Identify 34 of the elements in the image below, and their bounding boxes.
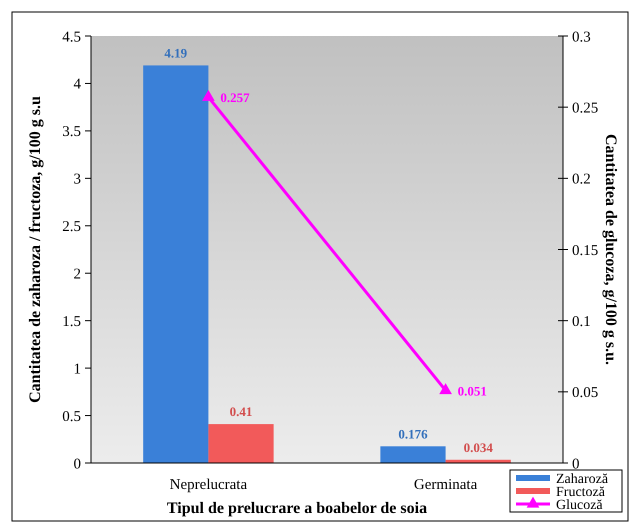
y2-axis-title: Cantitatea de glucoza, g/100 g s.u.	[602, 134, 619, 366]
x-tick-label: Germinata	[414, 477, 478, 493]
y2-tick-label: 0.25	[572, 100, 598, 116]
y-tick-label: 0.5	[62, 408, 81, 425]
data-label: 0.176	[398, 426, 428, 442]
x-tick-label: Neprelucrata	[170, 477, 248, 493]
y-tick-label: 4.5	[62, 29, 81, 46]
y-axis-title: Cantitatea de zaharoza / fructoza, g/100 g s.u	[27, 96, 44, 403]
legend-label: Fructoză	[556, 484, 606, 500]
y-tick-label: 0	[74, 456, 81, 472]
bar	[380, 446, 446, 463]
y2-tick-label: 0.1	[572, 314, 591, 330]
data-label: 0.034	[464, 440, 494, 455]
y2-tick-label: 0.3	[572, 29, 591, 46]
y-tick-label: 4	[74, 76, 82, 93]
legend-label: Zaharoză	[556, 472, 609, 487]
y-tick-label: 2	[74, 266, 81, 282]
y-tick-label: 3	[74, 172, 81, 188]
y-tick-label: 1.5	[62, 314, 81, 330]
bar	[143, 65, 208, 463]
data-label: 0.257	[220, 90, 250, 106]
y2-tick-label: 0.2	[572, 172, 591, 188]
bar	[208, 424, 274, 463]
y2-tick-label: 0.05	[572, 385, 598, 402]
x-axis-title: Tipul de prelucrare a boabelor de soia	[166, 500, 428, 517]
data-label: 0.41	[230, 404, 252, 420]
y-tick-label: 1	[74, 361, 81, 378]
legend-label: Glucoză	[556, 498, 604, 513]
y2-tick-label: 0.15	[572, 242, 598, 259]
data-label: 0.051	[458, 383, 487, 398]
data-label: 4.19	[164, 45, 188, 60]
y2-tick-label: 0	[572, 456, 580, 472]
y-tick-label: 2.5	[62, 219, 81, 236]
y-tick-label: 3.5	[62, 124, 81, 140]
